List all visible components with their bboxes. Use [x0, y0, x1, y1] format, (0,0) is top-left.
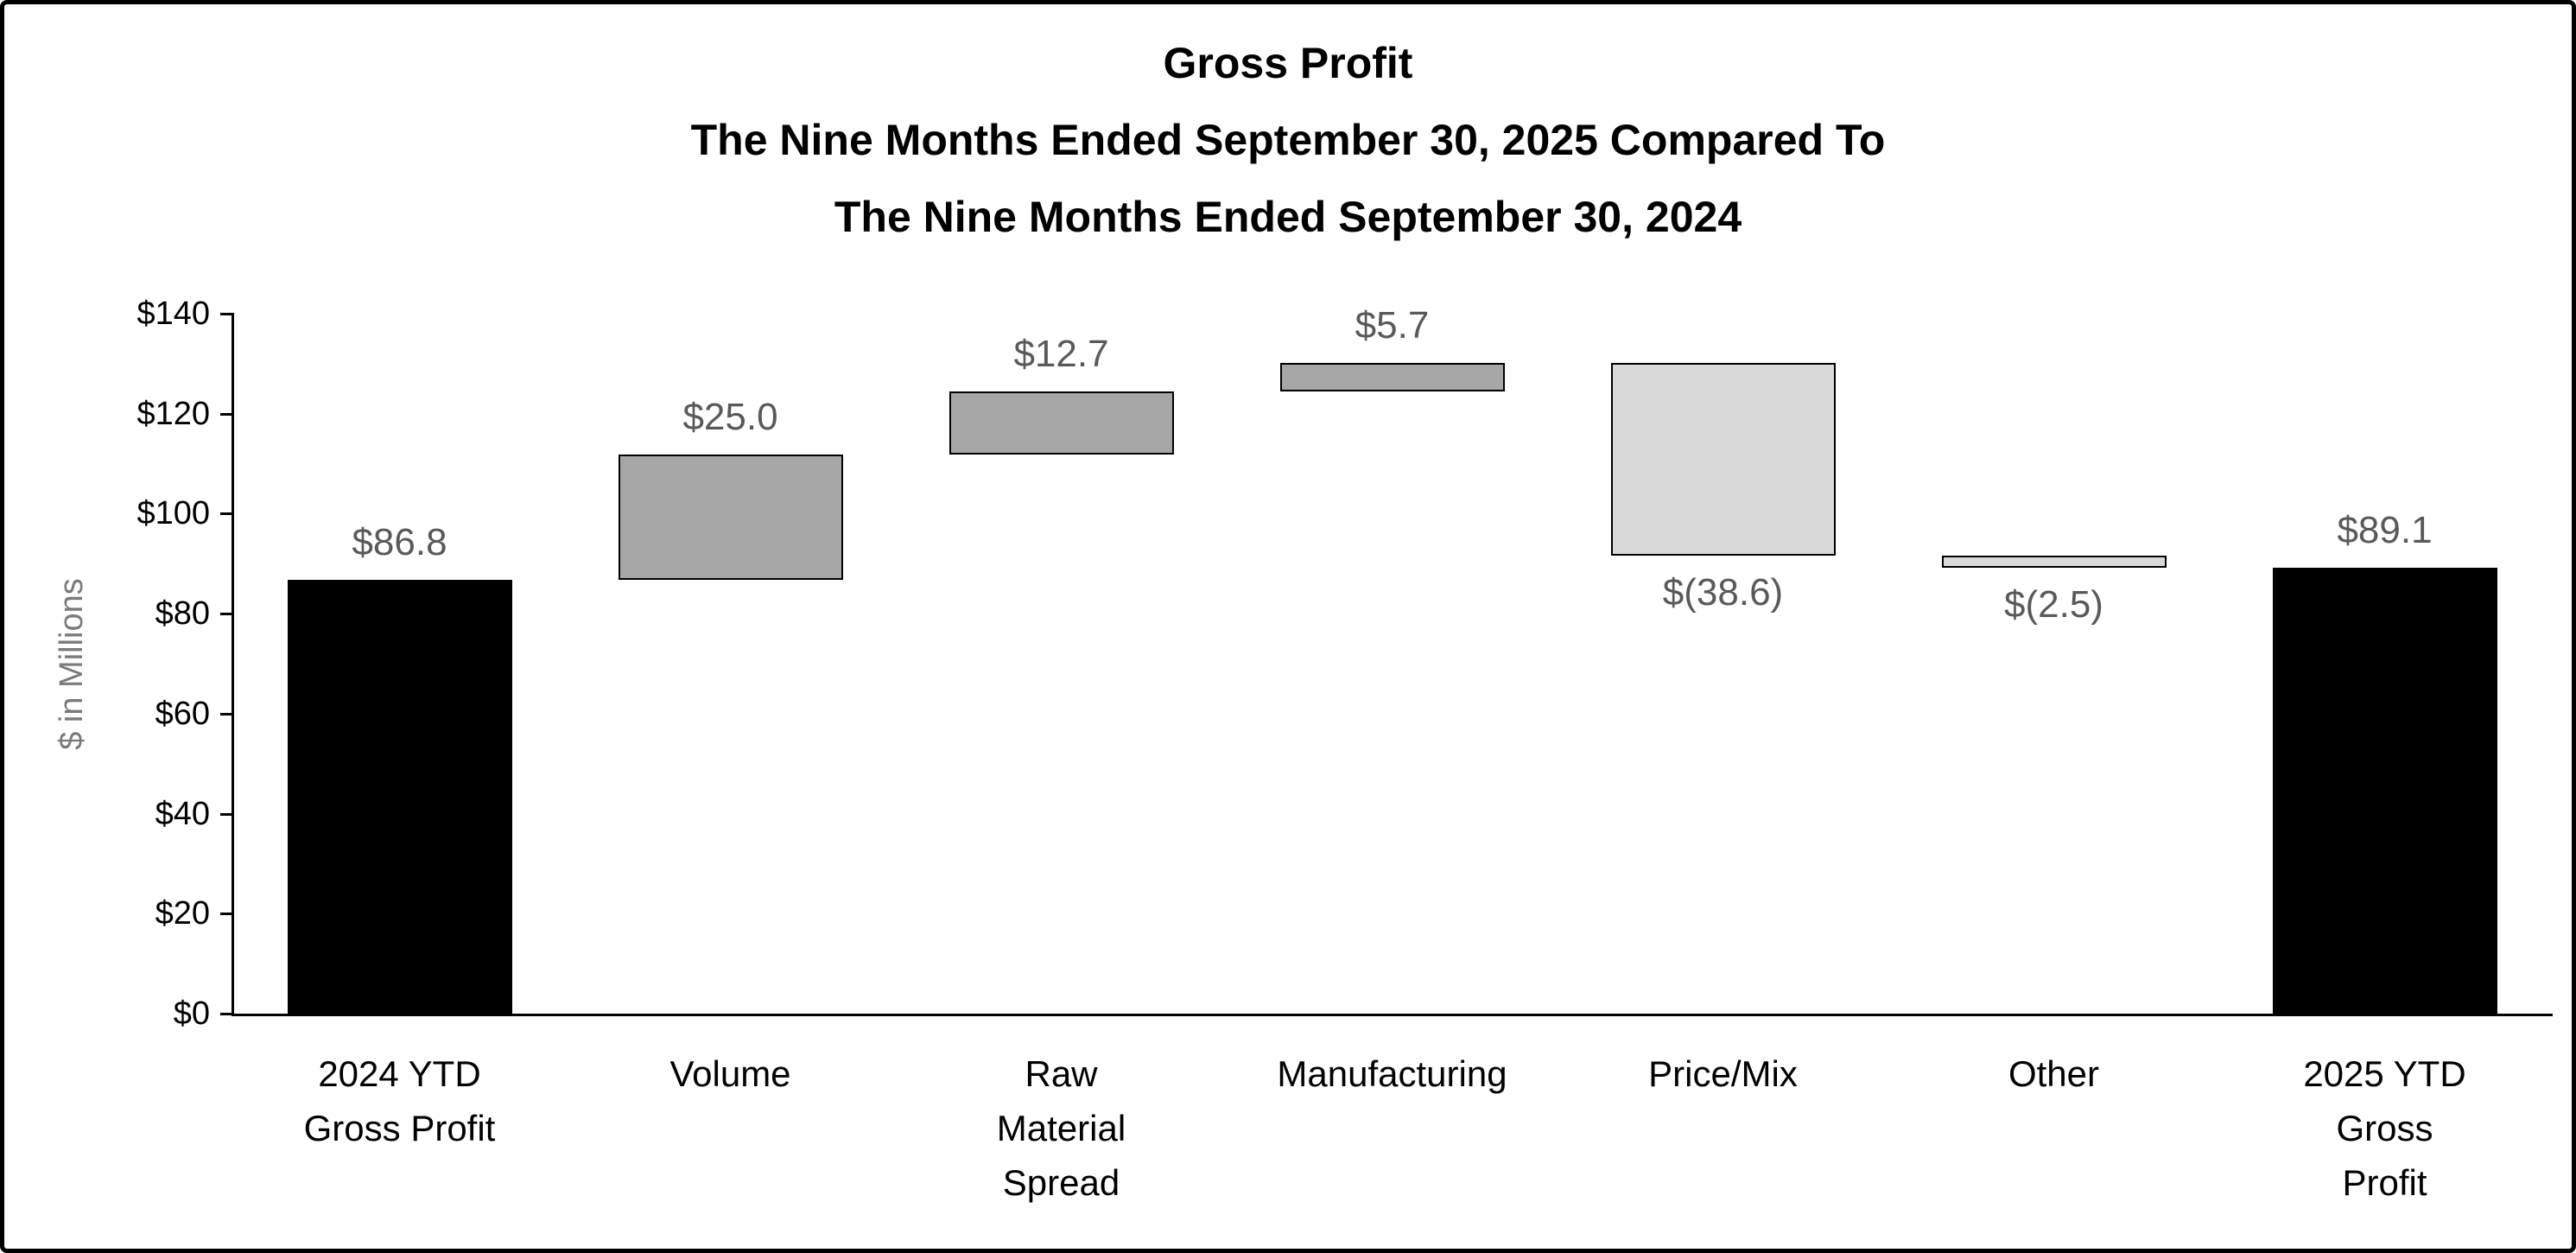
y-tick-mark-0 — [220, 1013, 234, 1015]
value-label-raw-material-spread: $12.7 — [1013, 332, 1109, 375]
bar-price-mix — [1610, 362, 1836, 557]
chart-subtitle-line-1: The Nine Months Ended September 30, 2025… — [690, 116, 1886, 164]
value-label-2024-ytd-gross-profit: $86.8 — [352, 520, 447, 563]
y-tick-mark-60 — [220, 712, 234, 716]
bar-volume — [618, 455, 843, 580]
y-tick-label-0: $0 — [173, 995, 210, 1032]
category-label-line: Gross — [2336, 1108, 2433, 1148]
chart-subtitle-line-2: The Nine Months Ended September 30, 2024 — [834, 193, 1742, 241]
y-tick-mark-20 — [220, 913, 234, 916]
category-label-line: Other — [2008, 1053, 2100, 1094]
y-tick-label-60: $60 — [155, 695, 210, 732]
category-label-line: Gross Profit — [303, 1108, 496, 1148]
value-label-other: $(2.5) — [2004, 583, 2103, 626]
category-label-line: Volume — [669, 1053, 791, 1094]
chart-title-block: Gross Profit The Nine Months Ended Septe… — [4, 25, 2572, 256]
y-tick-label-100: $100 — [136, 495, 210, 532]
bar-other — [1941, 556, 2167, 569]
category-label-line: Manufacturing — [1277, 1053, 1507, 1094]
category-label-line: Profit — [2342, 1162, 2427, 1203]
value-label-volume: $25.0 — [682, 396, 778, 439]
value-label-price-mix: $(38.6) — [1662, 571, 1784, 614]
bar-2024-ytd-gross-profit — [287, 579, 512, 1014]
category-label-line: Spread — [1002, 1162, 1120, 1203]
y-tick-mark-80 — [220, 613, 234, 616]
category-label-line: Material — [996, 1108, 1126, 1148]
bar-manufacturing — [1279, 362, 1505, 391]
bar-2025-ytd-gross-profit — [2272, 568, 2497, 1014]
category-label-price-mix: Price/Mix — [1558, 1046, 1888, 1101]
category-label-other: Other — [1889, 1046, 2219, 1101]
category-label-2025-ytd-gross-profit: 2025 YTD Gross Profit — [2220, 1046, 2550, 1210]
category-label-2024-ytd-gross-profit: 2024 YTD Gross Profit — [235, 1046, 565, 1155]
category-label-line: Price/Mix — [1648, 1053, 1798, 1094]
y-tick-label-140: $140 — [136, 296, 210, 332]
chart-title: Gross Profit — [1163, 39, 1413, 87]
category-label-raw-material-spread: Raw Material Spread — [897, 1046, 1227, 1210]
y-tick-mark-120 — [220, 412, 234, 416]
y-axis-line — [232, 314, 234, 1016]
value-label-2025-ytd-gross-profit: $89.1 — [2337, 509, 2433, 552]
y-tick-mark-140 — [220, 313, 234, 315]
y-tick-label-20: $20 — [155, 895, 210, 932]
value-label-manufacturing: $5.7 — [1355, 303, 1430, 347]
bar-raw-material-spread — [949, 391, 1174, 455]
category-label-volume: Volume — [566, 1046, 896, 1101]
y-tick-label-40: $40 — [155, 795, 210, 832]
y-tick-mark-100 — [220, 512, 234, 516]
y-tick-label-120: $120 — [136, 395, 210, 432]
y-tick-label-80: $80 — [155, 595, 210, 633]
y-tick-mark-40 — [220, 812, 234, 816]
category-label-line: Raw — [1025, 1053, 1098, 1094]
category-label-manufacturing: Manufacturing — [1228, 1046, 1558, 1101]
x-axis-line — [232, 1014, 2553, 1016]
category-label-line: 2025 YTD — [2303, 1053, 2466, 1094]
category-label-line: 2024 YTD — [318, 1053, 481, 1094]
